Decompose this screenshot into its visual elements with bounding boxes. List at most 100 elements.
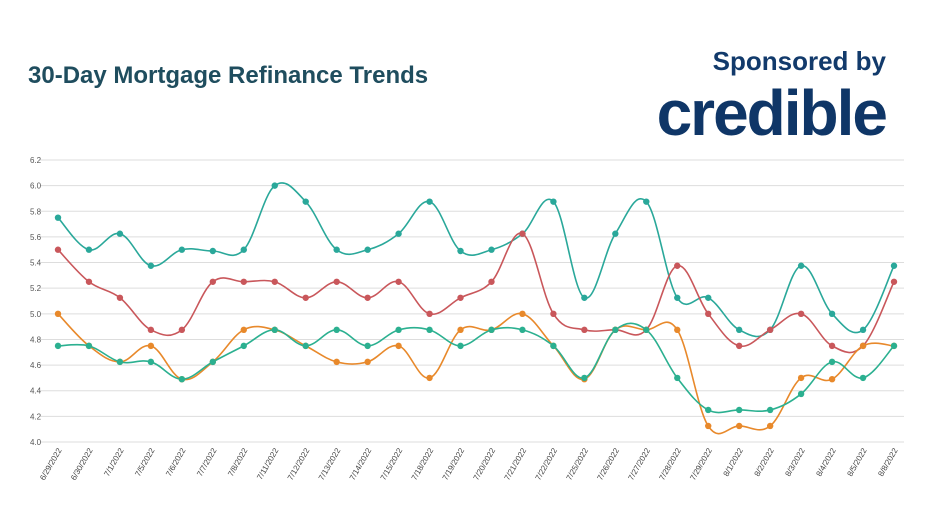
data-point — [271, 278, 278, 285]
grid-lines — [40, 159, 904, 443]
data-point — [859, 326, 867, 334]
data-point — [54, 214, 62, 221]
y-tick-label: 4.6 — [30, 361, 42, 370]
data-point — [333, 246, 340, 253]
x-tick-label: 7/15/2022 — [379, 446, 405, 482]
data-point — [333, 278, 340, 285]
data-point — [178, 375, 186, 383]
data-point — [457, 342, 464, 350]
data-point — [643, 198, 650, 205]
y-tick-label: 5.6 — [30, 233, 42, 242]
x-tick-label: 7/29/2022 — [688, 446, 714, 482]
y-tick-label: 6.0 — [30, 182, 42, 191]
sponsor-block: Sponsored by credible — [657, 46, 888, 145]
data-point — [85, 278, 93, 285]
data-point — [766, 406, 774, 414]
data-point — [674, 294, 681, 301]
x-tick-label: 7/26/2022 — [595, 446, 621, 482]
data-point — [550, 342, 557, 350]
x-tick-label: 7/19/2022 — [441, 446, 467, 482]
x-tick-label: 6/30/2022 — [69, 446, 95, 482]
data-point — [519, 310, 526, 318]
data-point — [457, 326, 464, 334]
data-point — [488, 278, 495, 285]
data-point — [519, 230, 526, 237]
data-point — [395, 342, 402, 350]
data-point — [735, 326, 743, 334]
data-point — [859, 374, 867, 382]
data-point — [178, 326, 186, 334]
data-point — [612, 230, 619, 237]
x-tick-label: 7/14/2022 — [348, 446, 374, 482]
data-point — [240, 326, 247, 334]
data-point — [581, 326, 588, 334]
data-point — [271, 182, 278, 189]
x-tick-label: 7/27/2022 — [626, 446, 652, 482]
data-point — [364, 342, 371, 350]
data-point — [457, 294, 464, 301]
data-point — [766, 422, 774, 430]
series-line-2 — [57, 232, 895, 354]
data-point — [333, 326, 340, 334]
data-point — [116, 294, 124, 301]
x-tick-label: 7/6/2022 — [164, 446, 188, 478]
data-point — [364, 246, 371, 253]
data-point — [302, 342, 309, 350]
data-point — [302, 198, 309, 205]
data-point — [209, 278, 217, 285]
data-point — [828, 375, 836, 383]
data-point — [116, 230, 124, 237]
data-point — [797, 374, 805, 382]
x-tick-label: 7/21/2022 — [503, 446, 529, 482]
chart-title: 30-Day Mortgage Refinance Trends — [28, 62, 429, 89]
data-point — [302, 294, 309, 301]
data-point — [890, 278, 898, 285]
data-point — [147, 342, 155, 350]
x-tick-label: 7/18/2022 — [410, 446, 436, 482]
x-tick-label: 7/13/2022 — [317, 446, 343, 482]
series-points — [54, 182, 898, 430]
data-point — [426, 326, 433, 334]
y-tick-label: 5.2 — [30, 284, 42, 293]
data-point — [705, 422, 712, 430]
data-point — [828, 358, 836, 366]
y-tick-label: 4.8 — [30, 335, 42, 344]
data-point — [735, 342, 743, 350]
sponsor-label: Sponsored by — [712, 46, 886, 76]
x-tick-label: 8/4/2022 — [814, 446, 838, 478]
data-point — [271, 326, 278, 334]
data-point — [766, 326, 774, 334]
data-point — [828, 342, 836, 350]
series-line-3 — [57, 312, 895, 435]
x-tick-label: 7/8/2022 — [226, 446, 250, 478]
y-tick-label: 5.8 — [30, 207, 42, 216]
x-tick-label: 7/12/2022 — [286, 446, 312, 482]
data-point — [550, 198, 557, 205]
x-tick-label: 7/28/2022 — [657, 446, 683, 482]
data-point — [54, 246, 62, 253]
x-tick-label: 6/29/2022 — [38, 446, 64, 482]
data-point — [828, 310, 836, 318]
data-point — [797, 262, 805, 269]
data-point — [54, 342, 62, 350]
x-tick-label: 8/5/2022 — [845, 446, 869, 478]
data-point — [674, 374, 681, 382]
y-axis-ticks: 4.0 4.2 4.4 4.6 4.8 5.0 5.2 5.4 5.6 5.8 6.0 6.2 — [30, 156, 42, 447]
data-point — [209, 247, 217, 255]
data-point — [240, 246, 247, 253]
data-point — [735, 406, 743, 414]
data-point — [612, 326, 619, 334]
x-tick-label: 7/1/2022 — [102, 446, 126, 478]
data-point — [643, 326, 650, 334]
data-point — [395, 326, 402, 334]
data-point — [705, 310, 712, 318]
data-point — [85, 342, 93, 350]
data-point — [240, 278, 247, 285]
series-lines — [57, 182, 895, 435]
x-tick-label: 7/25/2022 — [565, 446, 591, 482]
data-point — [488, 246, 495, 253]
data-point — [705, 406, 712, 414]
x-tick-label: 8/1/2022 — [722, 446, 746, 478]
